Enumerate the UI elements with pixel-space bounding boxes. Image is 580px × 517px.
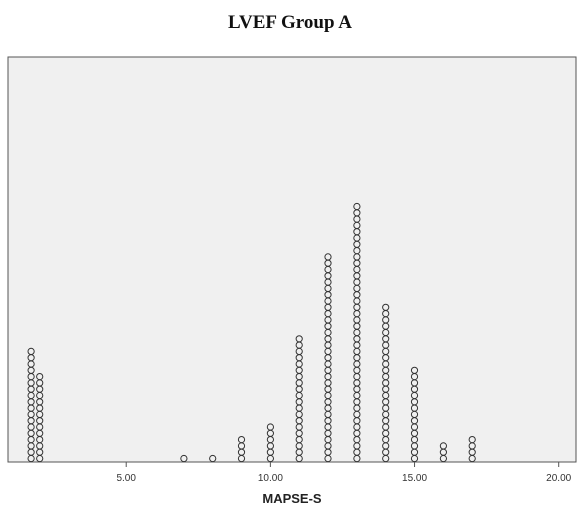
data-point [353, 202, 361, 211]
chart-title: LVEF Group A [228, 12, 352, 33]
data-point [468, 436, 476, 444]
data-point [36, 373, 44, 381]
x-tick-label: 20.00 [546, 473, 571, 484]
data-point [266, 423, 274, 431]
data-point [27, 347, 35, 355]
data-point [410, 366, 419, 374]
x-axis: 5.00 10.00 15.00 20.00 [116, 462, 572, 484]
data-point [324, 253, 332, 261]
data-point [180, 454, 188, 463]
x-tick-label: 5.00 [116, 473, 136, 484]
data-point [382, 303, 390, 311]
data-point [295, 335, 303, 343]
data-point [439, 442, 447, 450]
dot-group [27, 202, 476, 463]
x-tick-label: 15.00 [402, 473, 427, 484]
x-axis-label: MAPSE-S [262, 491, 322, 506]
data-point [209, 454, 217, 463]
data-point [237, 436, 246, 444]
x-tick-label: 10.00 [258, 473, 283, 484]
plot-area [7, 56, 577, 463]
